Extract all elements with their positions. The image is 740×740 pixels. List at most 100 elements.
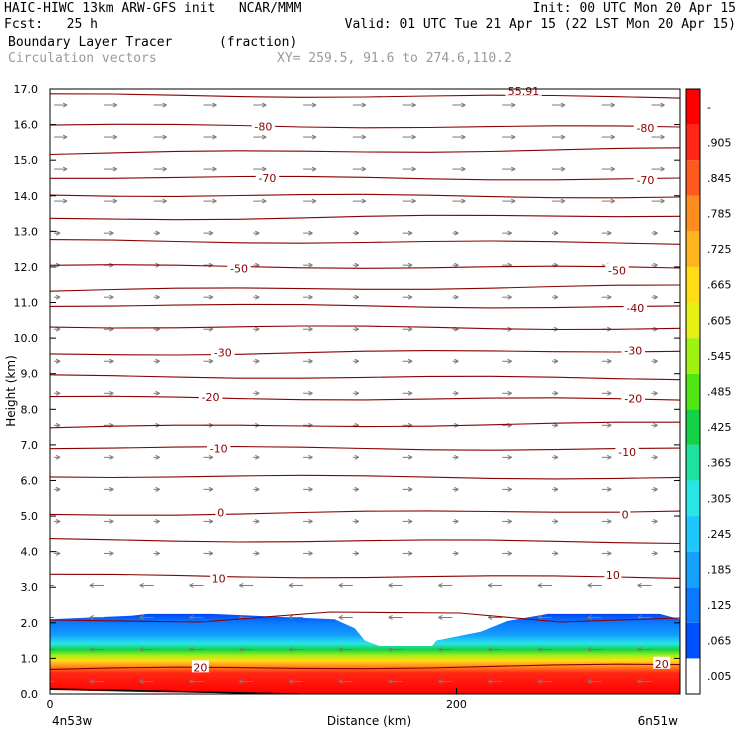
colorbar-label: .005 (707, 670, 732, 683)
vector-arrowhead (610, 102, 615, 108)
y-tick-label: 2.0 (21, 617, 39, 630)
vector-arrowhead (653, 486, 658, 492)
colorbar-label: .845 (707, 172, 732, 185)
vector-arrowhead (461, 134, 466, 140)
vector-arrowhead (407, 518, 413, 524)
vector-arrowhead (40, 648, 44, 652)
contour-label-bg (604, 567, 622, 580)
vector-arrowhead (637, 583, 642, 588)
vector-arrowhead (112, 134, 118, 140)
vector-arrowhead (255, 294, 260, 300)
vector-arrowhead (407, 262, 413, 268)
vector-arrowhead (361, 102, 367, 108)
vector-arrowhead (155, 518, 160, 524)
vector-arrowhead (89, 647, 95, 652)
contour-label-bg (621, 343, 646, 356)
vector-arrowhead (62, 198, 68, 204)
vector-arrowhead (653, 358, 658, 364)
vector-arrowhead (89, 679, 95, 684)
vector-arrowhead (407, 486, 413, 492)
vector-arrowhead (553, 230, 559, 236)
field-units: (fraction) (219, 35, 298, 50)
contour-label-bg (623, 300, 648, 313)
vector-arrowhead (653, 390, 658, 396)
vector-arrowhead (308, 262, 313, 268)
vector-arrowhead (55, 358, 61, 364)
vector-arrowhead (354, 454, 360, 460)
vector-arrowhead (288, 583, 294, 588)
vector-arrowhead (461, 102, 466, 108)
vector-arrowhead (607, 390, 612, 396)
vector-arrowhead (653, 518, 658, 524)
vector-arrowhead (308, 550, 313, 556)
contour-line (50, 374, 680, 381)
vector-arrowhead (607, 550, 612, 556)
vector-arrowhead (288, 647, 294, 652)
vector-arrowhead (354, 486, 360, 492)
y-tick-label: 11.0 (14, 297, 39, 310)
vector-arrowhead (411, 134, 416, 140)
vector-arrowhead (255, 230, 260, 236)
colorbar-label: .905 (707, 136, 732, 149)
vector-arrowhead (607, 454, 612, 460)
vector-arrowhead (354, 230, 360, 236)
vector-arrowhead (454, 294, 459, 300)
vector-arrowhead (354, 550, 360, 556)
x-tick-label: 0 (47, 698, 54, 711)
vector-arrowhead (361, 134, 367, 140)
colorbar-label: .125 (707, 599, 732, 612)
colorbar-label: .665 (707, 279, 732, 292)
vector-arrowhead (361, 166, 367, 172)
contour-label: 10 (212, 572, 226, 585)
contour-line (50, 175, 680, 181)
vector-arrowhead (507, 454, 512, 460)
vector-arrowhead (162, 134, 167, 140)
contour-line (50, 147, 680, 156)
vector-arrowhead (155, 294, 160, 300)
contour-line (50, 663, 680, 670)
vector-arrowhead (62, 166, 68, 172)
contour-label: 10 (606, 569, 620, 582)
vector-arrowhead (189, 647, 194, 652)
vector-arrowhead (208, 486, 214, 492)
vector-arrowhead (208, 518, 214, 524)
vector-arrowhead (55, 422, 61, 428)
contour-label-bg (191, 660, 209, 673)
vector-arrowhead (212, 166, 217, 172)
contour-label-bg (210, 345, 235, 358)
vector-arrowhead (454, 454, 459, 460)
contour-line (50, 510, 680, 516)
temperature-contours (50, 93, 680, 670)
colorbar: .005 .065 .125 .185 .245 .305 .365 .425 .485 .545… (685, 88, 732, 695)
vector-arrowhead (155, 454, 160, 460)
vector-arrowhead (288, 615, 294, 620)
x-tick-label: 200 (446, 698, 467, 711)
vector-arrowhead (507, 486, 512, 492)
vector-arrowhead (62, 102, 68, 108)
vector-arrowhead (388, 583, 393, 588)
vector-arrowhead (407, 358, 413, 364)
contour-labels: -80 -80 -70 -70 -50 -50 -40 -30 -30 -20 -20 -10 -10 0… (191, 83, 671, 674)
vector-arrowhead (553, 294, 559, 300)
vector-arrowhead (262, 198, 267, 204)
vector-arrowhead (162, 166, 167, 172)
vector-arrowhead (560, 166, 566, 172)
colorbar-swatch (686, 516, 700, 552)
y-tick-label: 13.0 (14, 225, 39, 238)
colorbar-swatch (686, 231, 700, 267)
vector-arrowhead (308, 518, 313, 524)
contour-label: 0 (622, 508, 629, 521)
vector-arrowhead (487, 647, 493, 652)
vector-arrowhead (537, 615, 543, 620)
vector-arrowhead (55, 518, 61, 524)
contour-label-bg (615, 445, 639, 457)
y-axis: 0.0 1.0 2.0 3.0 4.0 5.0 6.0 7.0 8.0 9.0 10.0 11.0 12… (14, 83, 680, 701)
vector-arrowhead (507, 294, 512, 300)
vector-arrowhead (308, 326, 313, 332)
vector-arrowhead (155, 390, 160, 396)
vector-arrowhead (189, 615, 194, 620)
vector-arrowhead (208, 454, 214, 460)
contour-line (50, 239, 680, 245)
vector-arrowhead (361, 198, 367, 204)
x-left-endpoint-label: 4n53w (52, 714, 93, 728)
